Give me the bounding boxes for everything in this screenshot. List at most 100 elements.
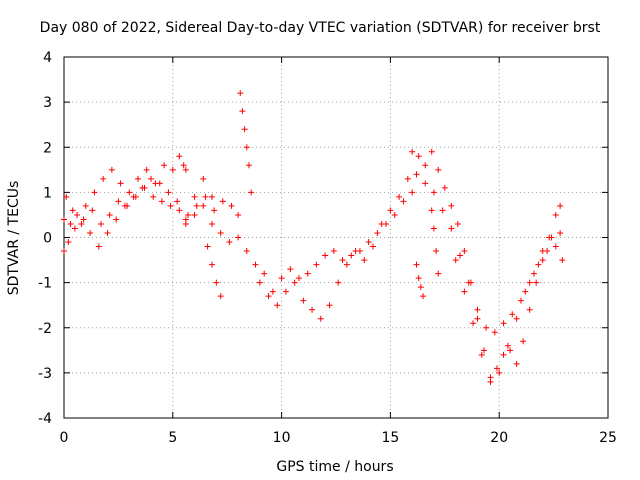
data-point <box>219 198 226 205</box>
data-point <box>500 351 507 358</box>
data-point <box>330 248 337 255</box>
data-point <box>117 180 124 187</box>
y-tick-label: -2 <box>38 321 52 337</box>
data-point <box>74 211 81 218</box>
data-point <box>208 193 215 200</box>
data-point <box>235 211 242 218</box>
data-point <box>113 216 120 223</box>
data-point <box>448 202 455 209</box>
tick-labels: 0 5 10 15 20 25 -4 -3 -2 -1 0 1 2 3 4 <box>38 50 617 446</box>
data-point <box>461 288 468 295</box>
data-point <box>374 229 381 236</box>
data-point <box>139 184 146 191</box>
data-point <box>243 248 250 255</box>
data-point <box>211 207 218 214</box>
data-point <box>100 175 107 182</box>
data-point <box>121 202 128 209</box>
data-point <box>191 193 198 200</box>
data-point <box>535 261 542 268</box>
data-point <box>409 189 416 196</box>
data-point <box>557 202 564 209</box>
data-point <box>78 220 85 227</box>
data-point <box>491 329 498 336</box>
x-tick-label: 10 <box>273 430 291 446</box>
y-tick-label: -3 <box>38 366 52 382</box>
data-point <box>417 284 424 291</box>
data-point <box>557 229 564 236</box>
x-tick-label: 20 <box>490 430 508 446</box>
data-point <box>108 166 115 173</box>
series-track-c <box>63 175 215 250</box>
data-point <box>67 220 74 227</box>
data-point <box>400 198 407 205</box>
data-point <box>148 175 155 182</box>
data-point <box>134 175 141 182</box>
y-axis-label: SDTVAR / TECUs <box>6 181 22 296</box>
data-point <box>291 279 298 286</box>
y-tick-label: 4 <box>43 50 52 66</box>
data-point <box>71 225 78 232</box>
data-point <box>169 166 176 173</box>
data-point <box>430 189 437 196</box>
data-point <box>200 175 207 182</box>
data-point <box>539 257 546 264</box>
data-point <box>522 288 529 295</box>
data-point <box>182 166 189 173</box>
series-track-k <box>428 207 442 277</box>
data-point <box>415 153 422 160</box>
series-track-j <box>413 261 427 300</box>
grid <box>64 57 608 418</box>
data-point <box>526 306 533 313</box>
data-point <box>130 193 137 200</box>
data-point <box>520 338 527 345</box>
data-point <box>352 248 359 255</box>
data-point <box>104 229 111 236</box>
data-point <box>176 207 183 214</box>
data-point <box>483 324 490 331</box>
data-point <box>533 279 540 286</box>
data-point <box>256 279 263 286</box>
series-track-f <box>237 90 255 196</box>
data-point <box>252 261 259 268</box>
series-track-i <box>452 229 564 385</box>
data-point <box>185 211 192 218</box>
data-point <box>243 144 250 151</box>
data-point <box>248 189 255 196</box>
series-track-d <box>204 243 224 300</box>
data-point <box>513 360 520 367</box>
data-point <box>452 257 459 264</box>
data-point <box>97 220 104 227</box>
data-point <box>208 220 215 227</box>
data-point <box>420 293 427 300</box>
data-point <box>87 229 94 236</box>
data-point <box>182 220 189 227</box>
data-point <box>422 162 429 169</box>
data-point <box>165 189 172 196</box>
data-point <box>245 162 252 169</box>
data-point <box>552 243 559 250</box>
y-tick-label: 0 <box>43 231 52 247</box>
series-track-g <box>256 171 566 336</box>
data-point <box>478 351 485 358</box>
data-point <box>435 270 442 277</box>
data-point <box>369 243 376 250</box>
data-point <box>106 211 113 218</box>
data-point <box>69 207 76 214</box>
data-point <box>174 198 181 205</box>
data-point <box>531 270 538 277</box>
data-point <box>241 126 248 133</box>
data-point <box>494 365 501 372</box>
series-track-a <box>61 153 189 227</box>
data-point <box>474 306 481 313</box>
data-point <box>296 275 303 282</box>
data-point <box>176 153 183 160</box>
series-track-b <box>61 184 242 255</box>
x-tick-label: 15 <box>381 430 399 446</box>
data-point <box>457 252 464 259</box>
data-point <box>517 297 524 304</box>
data-point <box>161 162 168 169</box>
axis-ticks <box>63 56 609 419</box>
y-tick-label: -4 <box>38 411 52 427</box>
data-point <box>95 243 102 250</box>
